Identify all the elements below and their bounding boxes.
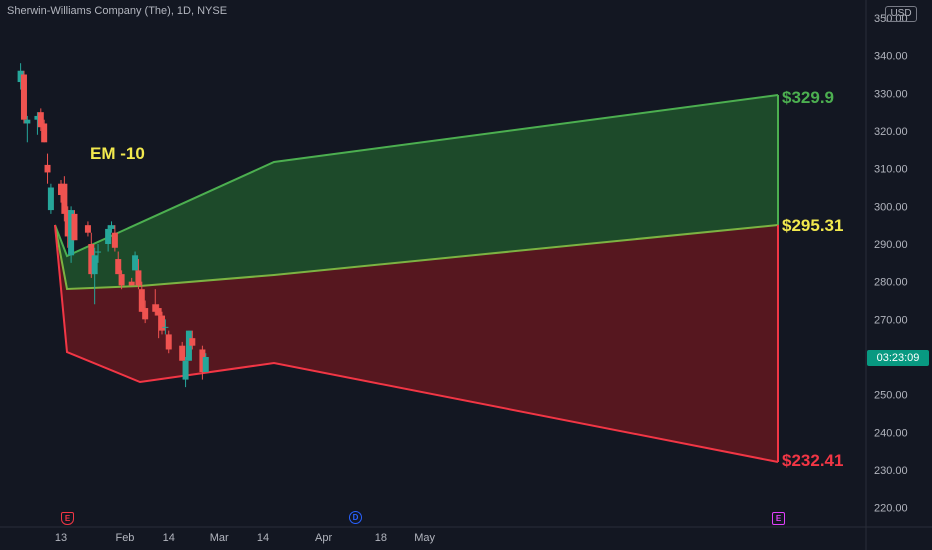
- em-annotation: EM -10: [90, 144, 145, 163]
- y-tick-label: 300.00: [874, 201, 908, 213]
- upper-band-fill: [55, 95, 778, 289]
- candle-body[interactable]: [138, 289, 145, 312]
- candle-body[interactable]: [71, 213, 78, 241]
- y-tick-label: 270.00: [874, 314, 908, 326]
- y-tick-label: 240.00: [874, 427, 908, 439]
- candle-body[interactable]: [20, 74, 27, 120]
- candle-body[interactable]: [185, 330, 192, 361]
- lower-band-fill: [55, 225, 778, 462]
- candle-body[interactable]: [34, 115, 41, 120]
- candle-body[interactable]: [84, 225, 91, 233]
- x-tick-label: 14: [163, 532, 175, 544]
- y-tick-label: 220.00: [874, 503, 908, 515]
- candle-body[interactable]: [202, 357, 209, 373]
- candle-body[interactable]: [91, 255, 98, 275]
- upper-level-label: $329.9: [782, 88, 834, 107]
- x-tick-label: Feb: [115, 532, 134, 544]
- y-tick-label: 290.00: [874, 239, 908, 251]
- candle-body[interactable]: [165, 334, 172, 350]
- candle-body[interactable]: [135, 270, 142, 286]
- candle-body[interactable]: [64, 210, 71, 237]
- y-tick-label: 230.00: [874, 465, 908, 477]
- candle-body[interactable]: [111, 232, 118, 248]
- candle-body[interactable]: [95, 251, 102, 253]
- mid-band-line: [54, 224, 779, 291]
- bar-countdown: 03:23:09: [867, 350, 929, 366]
- candle-body[interactable]: [17, 70, 24, 83]
- candle-body[interactable]: [47, 187, 54, 211]
- candle-body[interactable]: [58, 183, 64, 196]
- lower-level-label: $232.41: [782, 451, 844, 470]
- candle-body[interactable]: [155, 308, 162, 316]
- candle-body[interactable]: [179, 345, 186, 361]
- y-tick-label: 340.00: [874, 51, 908, 63]
- symbol-title[interactable]: Sherwin-Williams Company (The), 1D, NYSE: [7, 5, 228, 17]
- x-tick-label: 18: [375, 532, 387, 544]
- upper-band-line: [54, 94, 779, 258]
- candle-body[interactable]: [68, 210, 75, 256]
- lower-band-line: [54, 224, 779, 463]
- y-tick-label: 310.00: [874, 164, 908, 176]
- y-tick-label: 330.00: [874, 88, 908, 100]
- candle-body[interactable]: [61, 183, 68, 214]
- x-tick-label: 14: [257, 532, 269, 544]
- y-tick-label: 250.00: [874, 390, 908, 402]
- y-tick-label: 350.00: [874, 13, 908, 25]
- candle-body[interactable]: [118, 274, 125, 286]
- candle-body[interactable]: [142, 308, 149, 320]
- candle-body[interactable]: [162, 326, 169, 328]
- y-tick-label: 280.00: [874, 277, 908, 289]
- earnings-event-marker-upcoming[interactable]: E: [772, 512, 785, 525]
- x-tick-label: May: [414, 532, 435, 544]
- candle-body[interactable]: [37, 112, 44, 128]
- candle-body[interactable]: [128, 281, 135, 286]
- y-tick-label: 320.00: [874, 126, 908, 138]
- candle-body[interactable]: [199, 349, 206, 373]
- dividend-event-marker[interactable]: D: [349, 511, 362, 524]
- candle-body[interactable]: [44, 164, 51, 173]
- candle-body[interactable]: [88, 244, 95, 275]
- candle-body[interactable]: [182, 360, 189, 380]
- candle-body[interactable]: [24, 119, 31, 124]
- x-tick-label: Mar: [210, 532, 229, 544]
- candle-body[interactable]: [152, 304, 159, 312]
- candle-body[interactable]: [132, 255, 139, 271]
- candle-body[interactable]: [41, 123, 48, 143]
- candle-body[interactable]: [108, 225, 115, 229]
- mid-level-label: $295.31: [782, 216, 844, 235]
- candle-body[interactable]: [105, 228, 112, 244]
- x-tick-label: 13: [55, 532, 67, 544]
- earnings-event-marker[interactable]: E: [61, 512, 74, 525]
- x-tick-label: Apr: [315, 532, 332, 544]
- currency-badge[interactable]: USD: [885, 6, 917, 22]
- candle-body[interactable]: [159, 315, 165, 331]
- candle-body[interactable]: [189, 338, 196, 346]
- candle-body[interactable]: [115, 259, 122, 275]
